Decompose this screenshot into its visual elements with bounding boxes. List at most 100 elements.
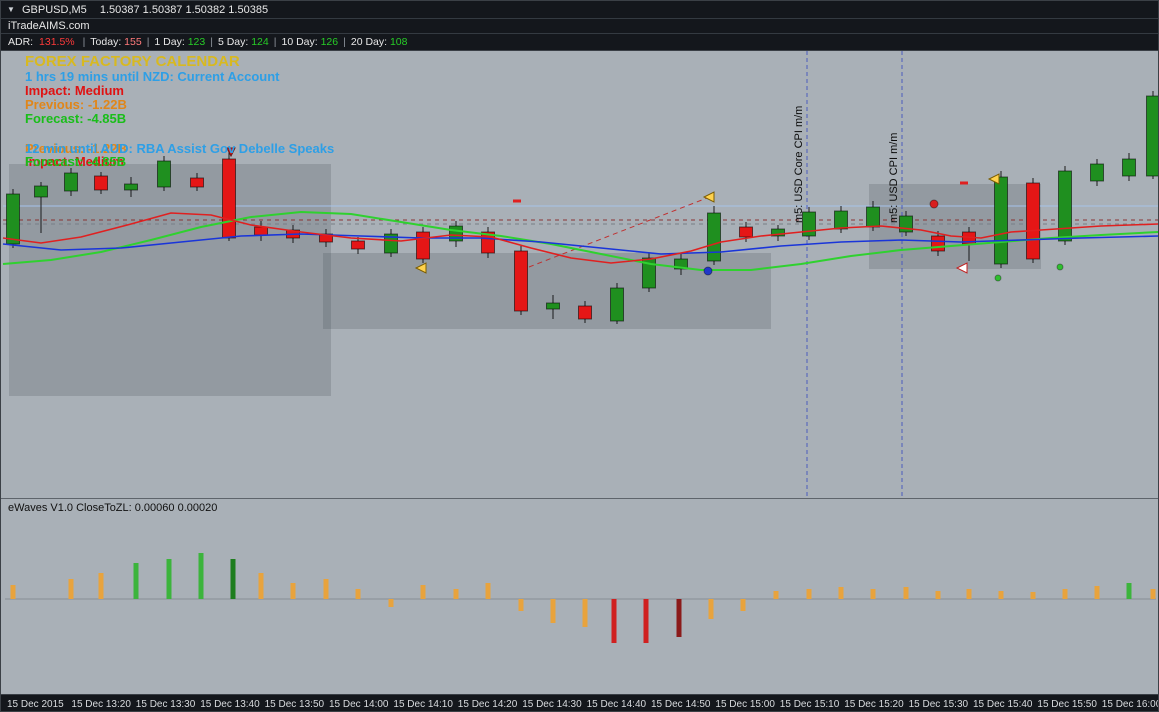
histogram-bar (935, 591, 941, 599)
histogram-bar (1150, 589, 1156, 599)
time-axis[interactable]: 15 Dec 2015 15 Dec 13:20 15 Dec 13:30 15 De… (1, 694, 1159, 711)
fast-ma (2, 212, 1158, 264)
adr-items: | Today: 155 | 1 Day: 123 | 5 Day: 124 | 10 Day… (78, 36, 408, 48)
histogram-bar (98, 573, 104, 599)
adr-item-value: 155 (124, 36, 142, 48)
histogram-bar (550, 599, 556, 623)
candle-body (771, 228, 785, 237)
calendar-overlay-forecast: Forecast: -4.85B (25, 154, 127, 169)
adr-item-label: 20 Day: (350, 36, 390, 48)
candle-body (931, 235, 945, 252)
candle-body (610, 287, 624, 322)
candle-body (34, 185, 48, 198)
calendar-forecast: Forecast: -4.85B (25, 111, 127, 126)
time-axis-label: 15 Dec 16:00 (1101, 699, 1159, 710)
adr-item-value: 108 (389, 36, 408, 48)
histogram-bar (1094, 586, 1100, 599)
header: ▼ GBPUSD,M5 1.50387 1.50387 1.50382 1.50… (1, 1, 1158, 51)
candle-body (64, 172, 78, 192)
adr-item-value: 123 (187, 36, 206, 48)
candle-body (834, 210, 848, 230)
candle-body (384, 233, 398, 254)
time-axis-label: 15 Dec 13:40 (200, 699, 260, 710)
candle-body (157, 160, 171, 188)
time-axis-label: 15 Dec 13:30 (135, 699, 196, 710)
time-axis-label: 15 Dec 13:50 (264, 699, 325, 710)
signal-dot (994, 274, 1002, 282)
arrow-marker (702, 191, 715, 203)
candle-body (707, 212, 721, 262)
ohlc-quotes: 1.50387 1.50387 1.50382 1.50385 (99, 4, 269, 16)
candle-body (866, 206, 880, 228)
time-axis-label: 15 Dec 15:30 (908, 699, 969, 710)
adr-separator: | (146, 36, 150, 48)
time-axis-label: 15 Dec 2015 (7, 699, 64, 710)
calendar-overlay-impact: Impact: Medium (25, 154, 124, 169)
candle-body (514, 250, 528, 312)
histogram-bar (676, 599, 682, 637)
candle-body (1122, 158, 1136, 177)
candle-body (319, 233, 333, 243)
indicator-label: eWaves V1.0 CloseToZL: 0.00060 0.00020 (8, 502, 218, 514)
histogram-bar (838, 587, 844, 599)
slow-ma (2, 211, 1158, 271)
candle-body (994, 176, 1008, 265)
histogram-bar (1062, 589, 1068, 599)
time-axis-label: 15 Dec 15:50 (1037, 699, 1097, 710)
histogram-bar (611, 599, 617, 643)
candle-body (899, 215, 913, 233)
pane-separator[interactable] (1, 498, 1158, 499)
calendar-impact: Impact: Medium (25, 83, 124, 98)
histogram-bar (773, 591, 779, 599)
arrow-marker (414, 262, 427, 274)
zone-box (9, 164, 331, 396)
histogram-bar (323, 579, 329, 599)
time-axis-label: 15 Dec 14:10 (393, 699, 453, 710)
time-axis-label: 15 Dec 15:20 (844, 699, 904, 710)
histogram-bar (998, 591, 1004, 599)
histogram-bar (166, 559, 172, 599)
candle-body (674, 258, 688, 270)
candle-body (6, 193, 20, 245)
signal-dot (703, 266, 713, 276)
histogram-bar (388, 599, 394, 607)
news-event-label: m5: USD Core CPI m/m (793, 105, 805, 223)
histogram-bar (420, 585, 426, 599)
histogram-bar (133, 563, 139, 599)
histogram-bar (1030, 592, 1036, 599)
time-axis-label: 15 Dec 14:30 (522, 699, 582, 710)
time-axis-label: 15 Dec 14:50 (651, 699, 711, 710)
candle-body (481, 231, 495, 254)
arrow-marker (987, 173, 1000, 185)
signal-dot (929, 199, 939, 209)
calendar-previous: Previous: -1.22B (25, 97, 127, 112)
histogram-bar (355, 589, 361, 599)
trendline (528, 197, 708, 268)
symbol-dropdown-icon[interactable]: ▼ (7, 5, 15, 14)
histogram-bar (258, 573, 264, 599)
candle-body (416, 231, 430, 260)
adr-item-label: 1 Day: (154, 36, 188, 48)
calendar-title: FOREX FACTORY CALENDAR (25, 53, 240, 70)
symbol-timeframe: GBPUSD,M5 (21, 4, 87, 16)
news-event-label: m5: USD CPI m/m (888, 132, 900, 223)
adr-item-label: 10 Day: (281, 36, 321, 48)
adr-item-value: 124 (251, 36, 269, 48)
candle-body (1026, 182, 1040, 260)
calendar-overlay-event: 12 min until AUD: RBA Assist Gov Debelle… (25, 141, 335, 156)
candle-body (254, 226, 268, 236)
time-axis-label: 15 Dec 14:40 (586, 699, 647, 710)
histogram-bar (518, 599, 524, 611)
calendar-next-event: 1 hrs 19 mins until NZD: Current Account (25, 69, 280, 84)
candle-body (124, 183, 138, 191)
histogram-bar (582, 599, 588, 627)
adr-label: ADR: (8, 36, 34, 48)
chart-title-bar: ▼ GBPUSD,M5 1.50387 1.50387 1.50382 1.50… (1, 1, 1158, 19)
calendar-overlay-previous: Previous: -1.22B (25, 141, 127, 156)
watermark-row: iTradeAIMS.com (1, 19, 1158, 34)
histogram-bar (485, 583, 491, 599)
adr-item-label: 5 Day: (217, 36, 252, 48)
candle-body (222, 158, 236, 239)
